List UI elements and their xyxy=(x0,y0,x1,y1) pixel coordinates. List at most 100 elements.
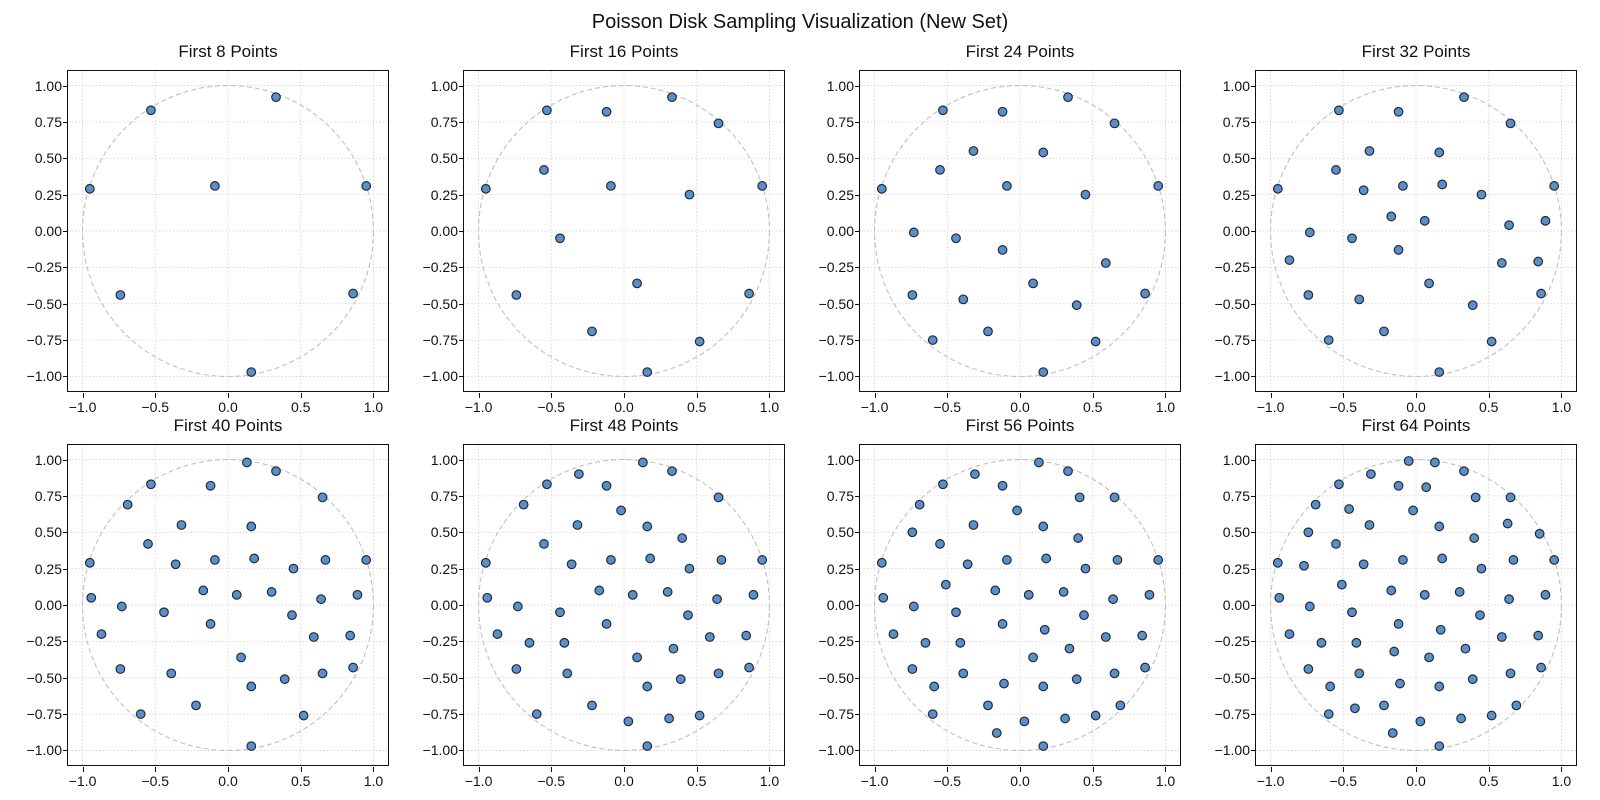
sample-point xyxy=(1540,215,1551,226)
unit-circle-boundary xyxy=(873,84,1167,378)
y-tick-label: 0.50 xyxy=(430,150,458,167)
y-tick-mark xyxy=(63,85,68,87)
x-tick-label: −0.5 xyxy=(1329,399,1358,415)
y-tick-label: −0.75 xyxy=(818,706,854,723)
sample-point xyxy=(958,294,969,305)
y-tick-mark xyxy=(63,121,68,123)
sample-point xyxy=(84,557,95,568)
plot-canvas xyxy=(464,445,784,765)
y-tick-label: −0.25 xyxy=(818,633,854,650)
y-tick-mark xyxy=(459,121,464,123)
y-tick-mark xyxy=(855,605,860,606)
sample-point xyxy=(601,480,612,491)
sample-point xyxy=(1364,146,1375,156)
sample-point xyxy=(1393,619,1404,629)
sample-point xyxy=(1364,520,1375,530)
x-tick-mark xyxy=(300,393,302,398)
sample-point xyxy=(1437,553,1448,564)
plot-area xyxy=(63,70,389,398)
y-tick-label: −0.25 xyxy=(818,259,854,276)
sample-point xyxy=(555,233,565,244)
x-tick-label: −1.0 xyxy=(464,773,493,789)
sample-point xyxy=(1284,255,1295,265)
panel-title: First 48 Points xyxy=(569,416,679,435)
y-tick-label: −1.00 xyxy=(26,742,62,759)
y-tick-label: −1.00 xyxy=(1214,742,1250,759)
y-tick-label: 0.75 xyxy=(1222,487,1250,504)
sample-point xyxy=(999,678,1009,689)
plot-area xyxy=(459,444,785,772)
sample-point xyxy=(1100,632,1111,642)
scatter-panel: First 32 Points 1.00 0.75 0.50 0.25 0.00 −0.25… xyxy=(1215,42,1577,415)
sample-point xyxy=(955,637,966,648)
y-tick-label: −0.50 xyxy=(422,669,458,686)
sample-point xyxy=(1039,624,1050,635)
y-tick-label: −0.75 xyxy=(26,706,62,723)
sample-point xyxy=(632,652,642,663)
y-tick-label: 0.50 xyxy=(1222,150,1250,167)
y-tick-label: 0.25 xyxy=(34,186,62,203)
sample-point xyxy=(348,288,358,299)
y-tick-mark xyxy=(63,158,68,160)
y-tick-mark xyxy=(855,495,860,497)
y-tick-label: 1.00 xyxy=(826,77,854,94)
y-tick-label: −0.75 xyxy=(1214,332,1250,349)
sample-point xyxy=(246,741,257,751)
unit-circle-boundary xyxy=(1269,458,1563,752)
sample-point xyxy=(1109,492,1120,503)
sample-point xyxy=(744,288,754,299)
sample-point xyxy=(1063,466,1073,477)
plot-area xyxy=(855,444,1181,772)
sample-point xyxy=(361,181,372,191)
sample-point xyxy=(1028,278,1038,289)
sample-point xyxy=(1303,664,1314,674)
y-tick-label: −0.75 xyxy=(26,332,62,349)
sample-point xyxy=(1430,457,1440,468)
unit-circle-boundary xyxy=(81,458,375,752)
sample-point xyxy=(997,106,1008,117)
x-tick-mark xyxy=(1343,767,1345,772)
x-tick-label: 0.0 xyxy=(1010,399,1030,415)
y-tick-label: 0.50 xyxy=(826,524,854,541)
sample-point xyxy=(122,499,133,510)
sample-point xyxy=(1398,555,1408,565)
sample-point xyxy=(511,664,522,674)
sample-point xyxy=(1038,741,1049,751)
sample-point xyxy=(1386,585,1397,596)
sample-point xyxy=(1358,559,1369,570)
sample-point xyxy=(96,629,107,639)
y-tick-label: 0.75 xyxy=(1222,113,1250,130)
y-tick-mark xyxy=(1251,605,1256,606)
y-tick-label: 1.00 xyxy=(1222,451,1250,468)
y-tick-label: −1.00 xyxy=(818,742,854,759)
sample-point xyxy=(1002,555,1012,565)
sample-point xyxy=(748,589,759,600)
sample-point xyxy=(531,709,542,719)
y-tick-mark xyxy=(855,568,860,570)
x-tick-mark xyxy=(947,767,949,772)
sample-point xyxy=(929,681,940,692)
sample-point xyxy=(704,632,715,642)
sample-point xyxy=(1419,215,1430,226)
sample-point xyxy=(1403,456,1414,466)
sample-point xyxy=(935,539,945,549)
x-tick-label: −1.0 xyxy=(860,399,889,415)
sample-point xyxy=(511,290,522,300)
x-tick-label: 1.0 xyxy=(363,773,384,789)
sample-point xyxy=(116,601,127,612)
sample-point xyxy=(1012,505,1022,516)
sample-point xyxy=(907,664,918,674)
sample-point xyxy=(1508,555,1519,565)
sample-point xyxy=(951,233,961,244)
sample-point xyxy=(317,492,328,503)
sample-point xyxy=(642,367,653,377)
sample-point xyxy=(480,557,491,568)
sample-point xyxy=(512,601,523,612)
sample-point xyxy=(1505,492,1516,503)
sample-point xyxy=(1079,610,1089,621)
y-tick-mark xyxy=(63,714,68,716)
sample-point xyxy=(1505,668,1516,679)
plot-canvas xyxy=(860,445,1180,765)
sample-point xyxy=(587,700,597,711)
y-tick-label: 0.50 xyxy=(430,524,458,541)
